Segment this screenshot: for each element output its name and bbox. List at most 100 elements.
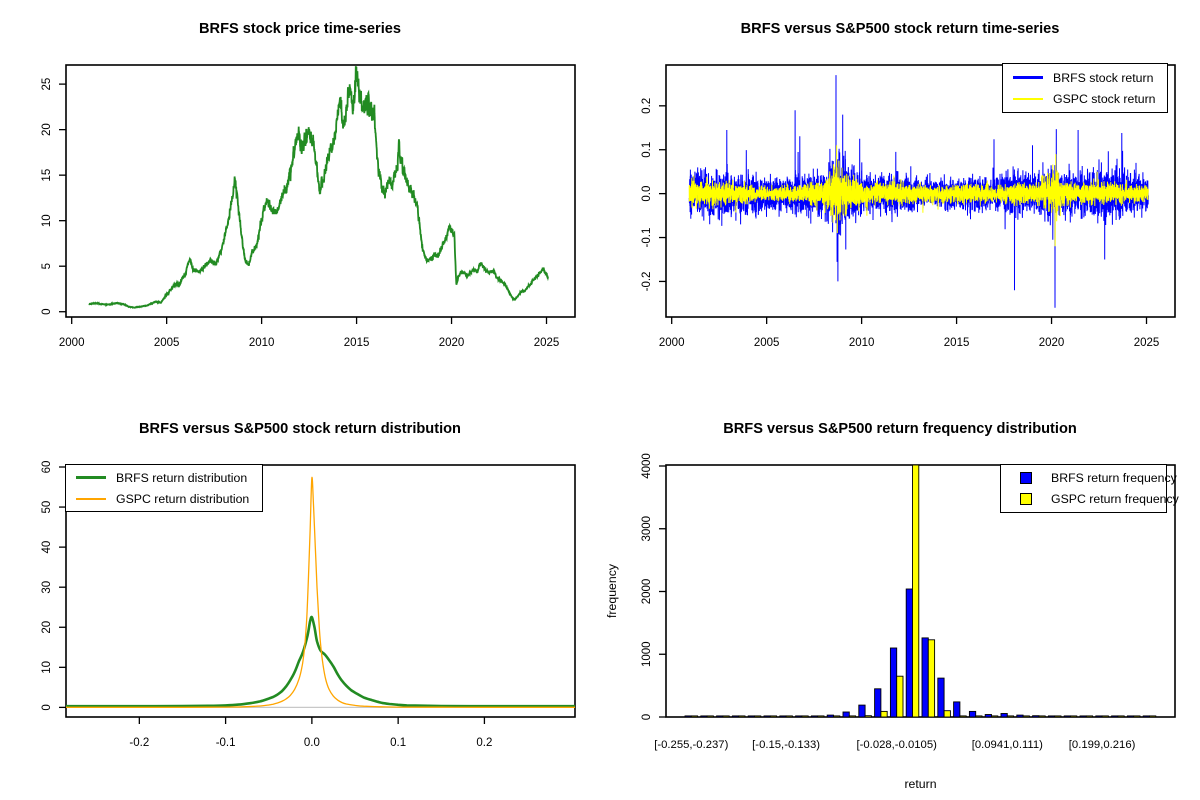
gspc-density-curve — [66, 476, 575, 708]
y-tick-label: 0 — [641, 714, 653, 720]
x-tick-label: 2015 — [944, 337, 970, 349]
y-axis: 0 5 10 15 20 25 — [41, 78, 66, 315]
price-chart-title: BRFS stock price time-series — [199, 21, 401, 37]
y-tick-label: 25 — [41, 78, 53, 91]
gspc-frequency-bar — [1117, 715, 1125, 717]
x-tick-label: 0.1 — [390, 737, 406, 749]
brfs-frequency-bar — [858, 704, 866, 717]
legend-item-brfs-return: BRFS stock return — [1003, 68, 1167, 87]
legend-label: BRFS return distribution — [116, 470, 248, 485]
x-axis: -0.2 -0.1 0.0 0.1 0.2 — [129, 717, 492, 749]
brfs-frequency-bar — [1126, 715, 1135, 717]
histogram-chart-title: BRFS versus S&P500 return frequency dist… — [723, 421, 1077, 437]
brfs-frequency-bar — [874, 688, 882, 717]
brfs-frequency-bar — [937, 677, 945, 717]
y-tick-label: 0 — [41, 309, 53, 315]
x-tick-label: 2005 — [154, 337, 180, 349]
x-tick-label: 2015 — [344, 337, 370, 349]
returns-chart-title: BRFS versus S&P500 stock return time-ser… — [740, 21, 1060, 37]
brfs-frequency-bar — [684, 715, 692, 717]
legend-label: GSPC stock return — [1053, 91, 1156, 106]
returns-chart: 2000 2005 2010 2015 2020 2025 -0.2 -0.1 0.0 0.1 0.… — [641, 64, 1176, 349]
gspc-frequency-box-icon — [1001, 493, 1051, 505]
gspc-frequency-bar — [690, 715, 699, 717]
bin-label: [0.199,0.216) — [1069, 739, 1136, 751]
histogram-chart: 0 1000 2000 3000 4000 frequency return [-0.255,… — [605, 453, 1176, 791]
y-tick-label: 0.2 — [641, 98, 653, 114]
y-tick-label: 3000 — [641, 516, 653, 542]
gspc-frequency-bar — [975, 715, 983, 717]
y-axis: 0 10 20 30 40 50 60 — [41, 461, 66, 711]
brfs-frequency-bar — [1063, 715, 1071, 717]
y-tick-label: 10 — [41, 661, 53, 674]
x-tick-label: 0.2 — [476, 737, 492, 749]
x-tick-label: 2020 — [1039, 337, 1065, 349]
brfs-frequency-bar — [1111, 715, 1119, 717]
x-axis: 2000 2005 2010 2015 2020 2025 — [59, 317, 559, 349]
gspc-frequency-bar — [785, 715, 793, 717]
histogram-legend: BRFS return frequency GSPC return freque… — [1000, 464, 1179, 513]
brfs-frequency-bar — [889, 647, 898, 717]
brfs-price-series — [88, 66, 549, 310]
brfs-frequency-bar — [1000, 713, 1008, 717]
gspc-frequency-bar — [959, 715, 967, 717]
y-tick-label: 0 — [41, 704, 53, 710]
brfs-frequency-bar — [905, 588, 913, 717]
gspc-frequency-bar — [754, 715, 762, 717]
bin-label: [-0.255,-0.237) — [654, 739, 728, 751]
gspc-return-line-icon — [1003, 97, 1053, 100]
y-axis: 0 1000 2000 3000 4000 — [641, 453, 666, 720]
panel-histogram: BRFS versus S&P500 return frequency dist… — [600, 400, 1200, 800]
brfs-frequency-bar — [763, 715, 771, 717]
brfs-frequency-bar — [795, 715, 803, 717]
y-tick-label: 0.0 — [641, 186, 653, 202]
brfs-frequency-bar — [968, 710, 977, 717]
bin-label: [-0.028,-0.0105) — [857, 739, 938, 751]
gspc-frequency-bar — [1038, 715, 1046, 717]
y-tick-label: 40 — [41, 541, 53, 554]
histogram-bars — [684, 465, 1157, 717]
y-tick-label: -0.2 — [641, 272, 653, 292]
legend-item-gspc-return: GSPC stock return — [1003, 89, 1167, 108]
legend-item-gspc-frequency: GSPC return frequency — [1001, 490, 1179, 509]
gspc-frequency-bar — [1101, 715, 1109, 717]
brfs-frequency-bar — [1142, 715, 1150, 717]
x-tick-label: 2025 — [534, 337, 560, 349]
x-tick-label: 2005 — [754, 337, 780, 349]
returns-legend: BRFS stock return GSPC stock return — [1002, 63, 1168, 113]
gspc-frequency-bar — [896, 675, 904, 717]
y-tick-label: 60 — [41, 461, 53, 474]
gspc-frequency-bar — [1085, 715, 1094, 717]
gspc-frequency-bar — [769, 715, 778, 717]
brfs-density-curve — [66, 615, 575, 708]
gspc-frequency-bar — [1133, 715, 1141, 717]
brfs-frequency-bar — [810, 715, 819, 717]
gspc-frequency-bar — [1070, 715, 1078, 717]
gspc-frequency-bar — [927, 639, 936, 717]
legend-item-brfs-frequency: BRFS return frequency — [1001, 469, 1177, 488]
brfs-frequency-bar — [1016, 714, 1024, 717]
gspc-frequency-bar — [991, 715, 999, 717]
x-tick-label: 0.0 — [304, 737, 320, 749]
legend-item-gspc-density: GSPC return distribution — [66, 489, 262, 508]
brfs-frequency-bar — [1079, 715, 1087, 717]
x-tick-label: -0.1 — [216, 737, 236, 749]
y-tick-label: 1000 — [641, 641, 653, 667]
gspc-density-line-icon — [66, 497, 116, 500]
x-axis: 2000 2005 2010 2015 2020 2025 — [659, 317, 1159, 349]
brfs-frequency-bar — [1047, 715, 1056, 717]
brfs-frequency-bar — [842, 711, 850, 717]
x-axis-title: return — [904, 777, 936, 791]
x-tick-label: -0.2 — [129, 737, 149, 749]
bin-label: [-0.15,-0.133) — [752, 739, 820, 751]
brfs-frequency-bar — [1095, 715, 1103, 717]
legend-label: BRFS return frequency — [1051, 471, 1177, 485]
brfs-frequency-bar — [747, 715, 755, 717]
y-tick-label: 4000 — [641, 453, 653, 479]
gspc-frequency-bar — [1006, 715, 1015, 717]
y-tick-label: 0.1 — [641, 142, 653, 158]
brfs-density-line-icon — [66, 475, 116, 480]
brfs-frequency-bar — [984, 714, 992, 717]
y-axis: -0.2 -0.1 0.0 0.1 0.2 — [641, 98, 666, 292]
gspc-frequency-bar — [1149, 715, 1157, 717]
